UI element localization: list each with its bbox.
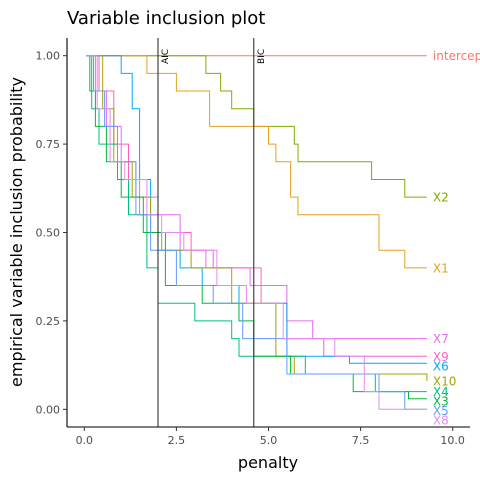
axes [66,38,470,428]
series-line-x4 [86,55,427,393]
series-lines [86,55,428,410]
series-label-x9: X9 [433,350,449,364]
series-label-intercep: intercep [433,49,480,63]
y-tick-label: 1.00 [36,50,61,63]
x-tick-label: 2.5 [168,434,186,447]
x-tick-label: 5.0 [260,434,278,447]
vline-label-aic: AIC [161,49,171,64]
x-axis-label: penalty [238,453,298,472]
vline-label-bic: BIC [257,49,267,64]
series-line-x10 [86,55,428,381]
x-tick-label: 7.5 [352,434,370,447]
series-label-x1: X1 [433,261,449,275]
x-tick-label: 0.0 [76,434,94,447]
series-line-x2 [86,55,427,198]
series-label-x6: X6 [433,359,449,373]
series-line-x5 [86,55,427,410]
series-label-x8: X8 [433,414,449,428]
y-tick-label: 0.50 [36,227,61,240]
y-tick-label: 0.00 [36,403,61,416]
series-line-x9 [86,55,427,357]
series-line-x6 [86,55,427,364]
y-tick-label: 0.25 [36,315,61,328]
y-tick-label: 0.75 [36,138,61,151]
series-line-x1 [86,55,427,269]
x-tick-label: 10.0 [440,434,465,447]
series-label-x10: X10 [433,375,457,389]
ticks: 0.0 2.5 5.0 7.5 10.0 0.00 0.25 0.50 0.75 1.00 [36,50,465,447]
series-label-x2: X2 [433,191,449,205]
series-label-x3: X3 [433,395,449,409]
series-label-x7: X7 [433,332,449,346]
series-label-x4: X4 [433,385,449,399]
series-label-x5: X5 [433,404,449,418]
series-line-x8 [86,55,427,410]
series-line-x3 [86,55,427,400]
criterion-lines: AIC BIC [157,38,267,427]
y-axis-label: empirical variable inclusion probability [7,77,26,387]
chart-title: Variable inclusion plot [67,8,265,29]
